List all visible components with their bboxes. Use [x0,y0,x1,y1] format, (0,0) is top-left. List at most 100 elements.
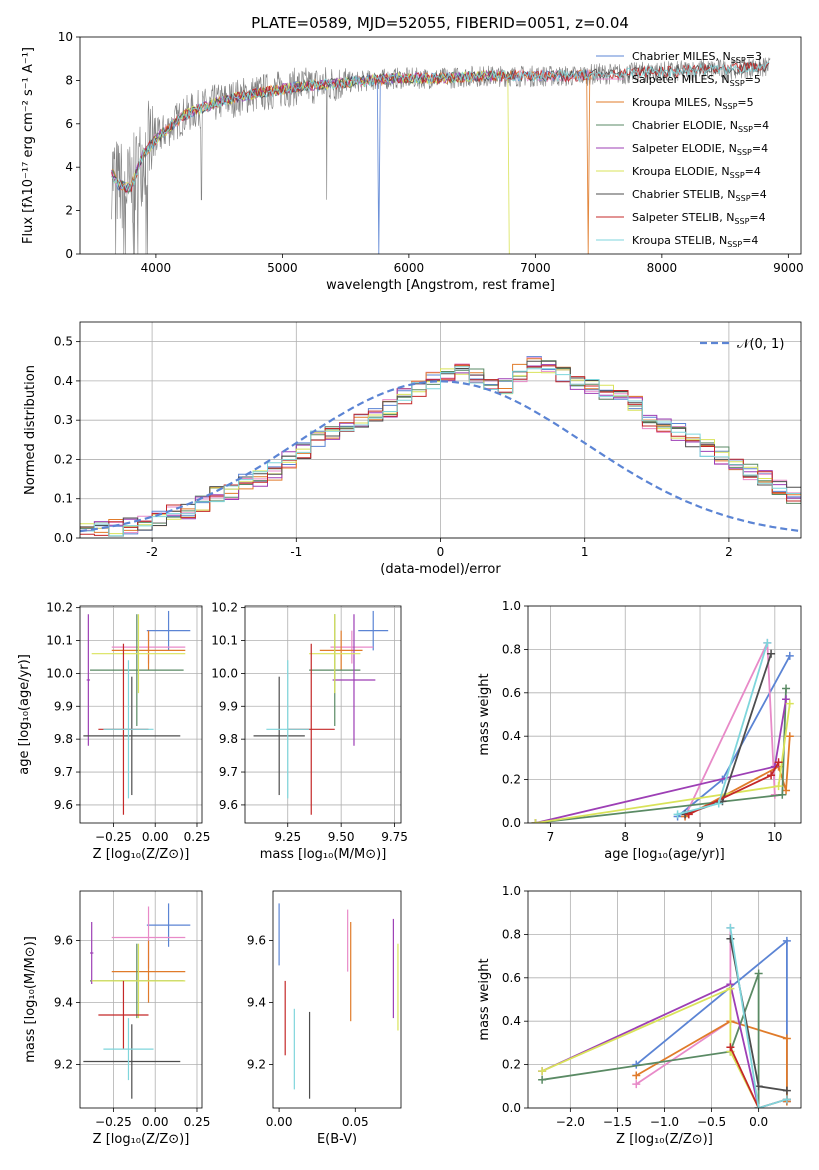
weight-vs-z-marker [632,1080,641,1089]
spectrum-xlabel: wavelength [Angstrom, rest frame] [326,278,555,293]
residuals-xlabel: (data-model)/error [380,562,501,577]
age-vs-z-xtick-label: 0.00 [142,830,169,844]
mass-vs-ebv-xtick-label: 0.00 [266,1115,293,1129]
legend-entry-label: Kroupa MILES, NSSP=5 [632,96,754,111]
weight-vs-z-marker [538,1075,547,1084]
weight-vs-z-ytick-label: 0.6 [502,971,521,985]
weight-vs-age-marker [782,695,791,704]
spectrum-model-line [111,61,770,192]
weight-vs-age-marker [774,782,783,791]
spectrum-ytick-label: 8 [65,73,73,87]
age-vs-z-ytick-label: 10.2 [46,601,73,615]
weight-vs-z-marker [726,934,735,943]
age-vs-mass-ytick-label: 10.0 [211,666,238,680]
weight-vs-age-xtick-label: 8 [621,830,629,844]
mass-vs-z-xtick-label: 0.00 [142,1115,169,1129]
weight-vs-age-marker [531,819,540,823]
age-vs-z-ytick-label: 9.8 [54,732,73,746]
age-vs-z-frame [79,605,203,824]
weight-vs-age-ytick-label: 0.4 [502,729,521,743]
residuals-frame [79,321,802,539]
weight-vs-age-ytick-label: 0.8 [502,642,521,656]
weight-vs-z-marker [726,923,735,932]
spectrum-frame [79,36,802,255]
age-vs-z-xlabel: Z [log₁₀(Z/Z⊙)] [93,847,190,862]
weight-vs-z-marker [782,936,791,945]
mass-vs-ebv-frame [272,890,402,1109]
weight-vs-z-xtick-label: −1.0 [650,1115,679,1129]
mass-vs-ebv-axes: 0.00 0.05 9.2 9.4 9.6 E(B-V) [247,890,402,1147]
weight-vs-z-marker [632,1071,641,1080]
spectrum-observed-line [111,56,771,254]
legend-entry-label: Salpeter MILES, NSSP=5 [632,73,761,88]
mass-vs-z-xlabel: Z [log₁₀(Z/Z⊙)] [93,1132,190,1147]
spectrum-model-line [111,69,510,254]
age-vs-mass-ytick-label: 10.1 [211,634,238,648]
legend-entry-label: Chabrier STELIB, NSSP=4 [632,188,767,203]
mass-vs-ebv-xlabel: E(B-V) [317,1132,357,1147]
age-vs-mass-frame [244,605,402,824]
weight-vs-z-marker [754,969,763,978]
age-vs-z-ytick-label: 9.6 [54,798,73,812]
weight-vs-z-ytick-label: 0.2 [502,1058,521,1072]
weight-vs-z-series-line [541,987,760,1108]
age-vs-z-plot-area [83,610,191,815]
weight-vs-z-marker [754,1104,763,1108]
weight-vs-age-plot-area [531,638,794,823]
mass-vs-z-axes: −0.25 0.00 0.25 9.2 9.4 9.6 Z [log₁₀(Z/Z⊙)] mas… [23,890,211,1147]
legend-entry-label: Chabrier MILES, NSSP=3 [632,50,762,65]
age-vs-z-ytick-label: 9.9 [54,699,73,713]
weight-vs-age-marker [785,699,794,708]
weight-vs-age-marker [673,810,682,819]
residuals-xtick-label: 2 [725,545,733,559]
mass-vs-z-ytick-label: 9.2 [54,1058,73,1072]
weight-vs-age-marker [782,786,791,795]
age-vs-mass-xlabel: mass [log₁₀(M/M⊙)] [260,847,387,862]
weight-vs-z-series-line [541,983,760,1108]
residuals-xtick-label: -2 [146,545,158,559]
residuals-axes: -2 -1 0 1 2 0.0 0.1 0.2 0.3 0.4 0.5 (data-model)/er… [23,321,802,577]
age-vs-mass-ytick-label: 9.7 [219,765,238,779]
spectrum-xtick-label: 4000 [141,261,172,275]
weight-vs-z-xtick-label: −0.5 [697,1115,726,1129]
spectrum-xtick-label: 9000 [773,261,804,275]
weight-vs-age-ytick-label: 0.6 [502,686,521,700]
legend-entry-label: Kroupa ELODIE, NSSP=4 [632,165,761,180]
weight-vs-age-marker [778,790,787,799]
spectrum-model-line [111,69,510,194]
mass-vs-z-plot-area [83,903,191,1099]
weight-vs-z-marker [782,1034,791,1043]
spectrum-xtick-label: 8000 [647,261,678,275]
weight-vs-z-marker [538,1067,547,1076]
residuals-ytick-label: 0.4 [54,374,73,388]
age-vs-mass-ytick-label: 9.9 [219,699,238,713]
mass-vs-ebv-xtick-label: 0.05 [342,1115,369,1129]
spectrum-model-line [111,69,592,254]
residual-histogram-8 [80,366,801,537]
residuals-xtick-label: 0 [437,545,445,559]
weight-vs-age-marker [785,732,794,741]
weight-vs-z-xlabel: Z [log₁₀(Z/Z⊙)] [616,1132,713,1147]
age-vs-z-ytick-label: 9.7 [54,765,73,779]
weight-vs-z-xtick-label: −1.5 [603,1115,632,1129]
legend-entry-label: 𝒩(0, 1) [737,337,784,352]
age-vs-z-xtick-label: 0.25 [184,830,211,844]
spectrum-plot-area [111,56,771,254]
mass-vs-z-xtick-label: 0.25 [184,1115,211,1129]
mass-vs-z-ylabel: mass [log₁₀(M/M⊙)] [23,936,38,1063]
age-vs-mass-axes: 9.25 9.50 9.75 9.6 9.7 9.8 9.9 10.0 10.1 10.2 mass… [211,601,408,862]
weight-vs-age-marker [767,771,776,780]
residuals-ytick-label: 0.0 [54,531,73,545]
weight-vs-age-marker [763,638,772,647]
mass-vs-ebv-ytick-label: 9.2 [247,1058,266,1072]
weight-vs-z-marker [726,1043,735,1052]
weight-vs-z-series-line [541,973,760,1108]
residuals-xtick-label: 1 [581,545,589,559]
weight-vs-z-marker [782,1095,791,1104]
weight-vs-z-ytick-label: 0.4 [502,1014,521,1028]
age-vs-z-axes: −0.25 0.00 0.25 9.6 9.7 9.8 9.9 10.0 10.1 10.2 Z [… [17,601,210,862]
weight-vs-z-ytick-label: 1.0 [502,884,521,898]
spectrum-xtick-label: 6000 [394,261,425,275]
residuals-ytick-label: 0.3 [54,413,73,427]
weight-vs-age-xlabel: age [log₁₀(age/yr)] [604,847,725,862]
